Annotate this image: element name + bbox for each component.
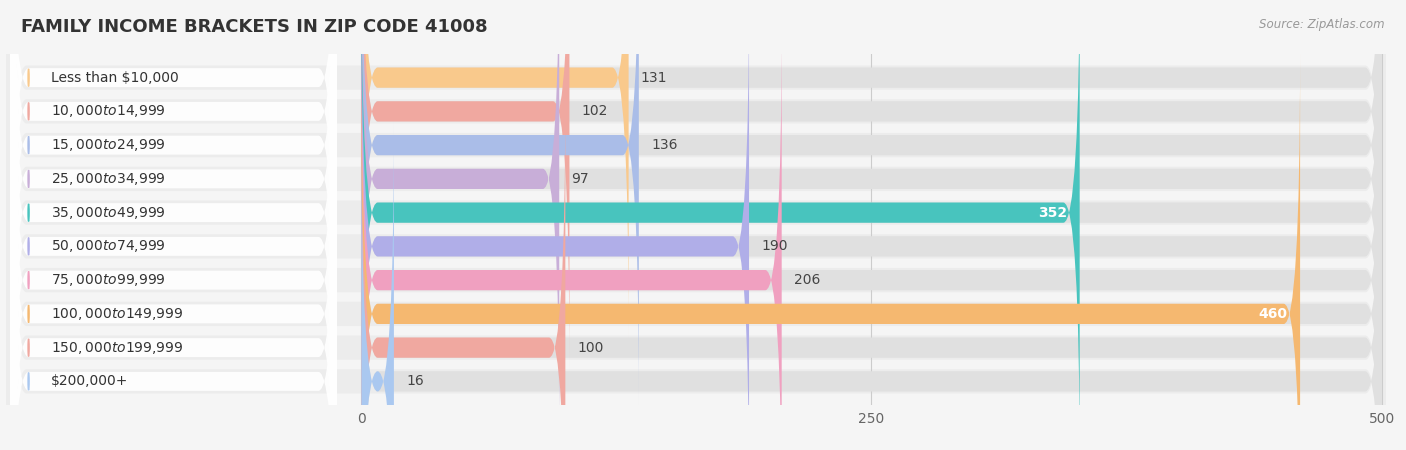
FancyBboxPatch shape: [361, 54, 1301, 450]
Text: 102: 102: [582, 104, 607, 118]
FancyBboxPatch shape: [10, 0, 337, 450]
Text: 131: 131: [641, 71, 668, 85]
FancyBboxPatch shape: [361, 0, 749, 450]
FancyBboxPatch shape: [10, 0, 337, 450]
FancyBboxPatch shape: [10, 0, 337, 450]
Text: FAMILY INCOME BRACKETS IN ZIP CODE 41008: FAMILY INCOME BRACKETS IN ZIP CODE 41008: [21, 18, 488, 36]
Text: 97: 97: [571, 172, 589, 186]
FancyBboxPatch shape: [361, 0, 1382, 405]
FancyBboxPatch shape: [6, 0, 1386, 450]
FancyBboxPatch shape: [361, 0, 1382, 450]
FancyBboxPatch shape: [10, 0, 337, 450]
Text: 352: 352: [1038, 206, 1067, 220]
FancyBboxPatch shape: [361, 0, 1382, 450]
FancyBboxPatch shape: [361, 0, 560, 439]
Text: 136: 136: [651, 138, 678, 152]
Text: 460: 460: [1258, 307, 1288, 321]
FancyBboxPatch shape: [6, 0, 1386, 450]
FancyBboxPatch shape: [361, 88, 1382, 450]
Text: $10,000 to $14,999: $10,000 to $14,999: [51, 104, 166, 119]
FancyBboxPatch shape: [361, 0, 1382, 439]
Text: 16: 16: [406, 374, 423, 388]
FancyBboxPatch shape: [6, 0, 1386, 450]
FancyBboxPatch shape: [6, 22, 1386, 450]
FancyBboxPatch shape: [361, 0, 569, 371]
Text: $100,000 to $149,999: $100,000 to $149,999: [51, 306, 183, 322]
FancyBboxPatch shape: [361, 0, 1080, 450]
FancyBboxPatch shape: [361, 0, 638, 405]
FancyBboxPatch shape: [361, 0, 1382, 371]
FancyBboxPatch shape: [6, 0, 1386, 450]
Text: $150,000 to $199,999: $150,000 to $199,999: [51, 340, 183, 356]
FancyBboxPatch shape: [361, 122, 394, 450]
FancyBboxPatch shape: [361, 0, 1382, 338]
Text: $15,000 to $24,999: $15,000 to $24,999: [51, 137, 166, 153]
FancyBboxPatch shape: [6, 56, 1386, 450]
Text: 206: 206: [794, 273, 820, 287]
Text: $75,000 to $99,999: $75,000 to $99,999: [51, 272, 166, 288]
FancyBboxPatch shape: [361, 122, 1382, 450]
Text: Source: ZipAtlas.com: Source: ZipAtlas.com: [1260, 18, 1385, 31]
FancyBboxPatch shape: [10, 0, 337, 439]
Text: $200,000+: $200,000+: [51, 374, 128, 388]
Text: Less than $10,000: Less than $10,000: [51, 71, 179, 85]
FancyBboxPatch shape: [10, 0, 337, 406]
Text: 100: 100: [578, 341, 605, 355]
Text: $50,000 to $74,999: $50,000 to $74,999: [51, 238, 166, 254]
FancyBboxPatch shape: [6, 0, 1386, 403]
FancyBboxPatch shape: [10, 87, 337, 450]
FancyBboxPatch shape: [6, 0, 1386, 450]
FancyBboxPatch shape: [10, 53, 337, 450]
FancyBboxPatch shape: [10, 19, 337, 450]
FancyBboxPatch shape: [361, 88, 565, 450]
Text: $25,000 to $34,999: $25,000 to $34,999: [51, 171, 166, 187]
FancyBboxPatch shape: [6, 0, 1386, 450]
FancyBboxPatch shape: [361, 0, 628, 338]
Text: $35,000 to $49,999: $35,000 to $49,999: [51, 205, 166, 220]
Text: 190: 190: [761, 239, 787, 253]
FancyBboxPatch shape: [361, 20, 1382, 450]
FancyBboxPatch shape: [10, 0, 337, 372]
FancyBboxPatch shape: [361, 54, 1382, 450]
FancyBboxPatch shape: [361, 20, 782, 450]
FancyBboxPatch shape: [6, 0, 1386, 436]
